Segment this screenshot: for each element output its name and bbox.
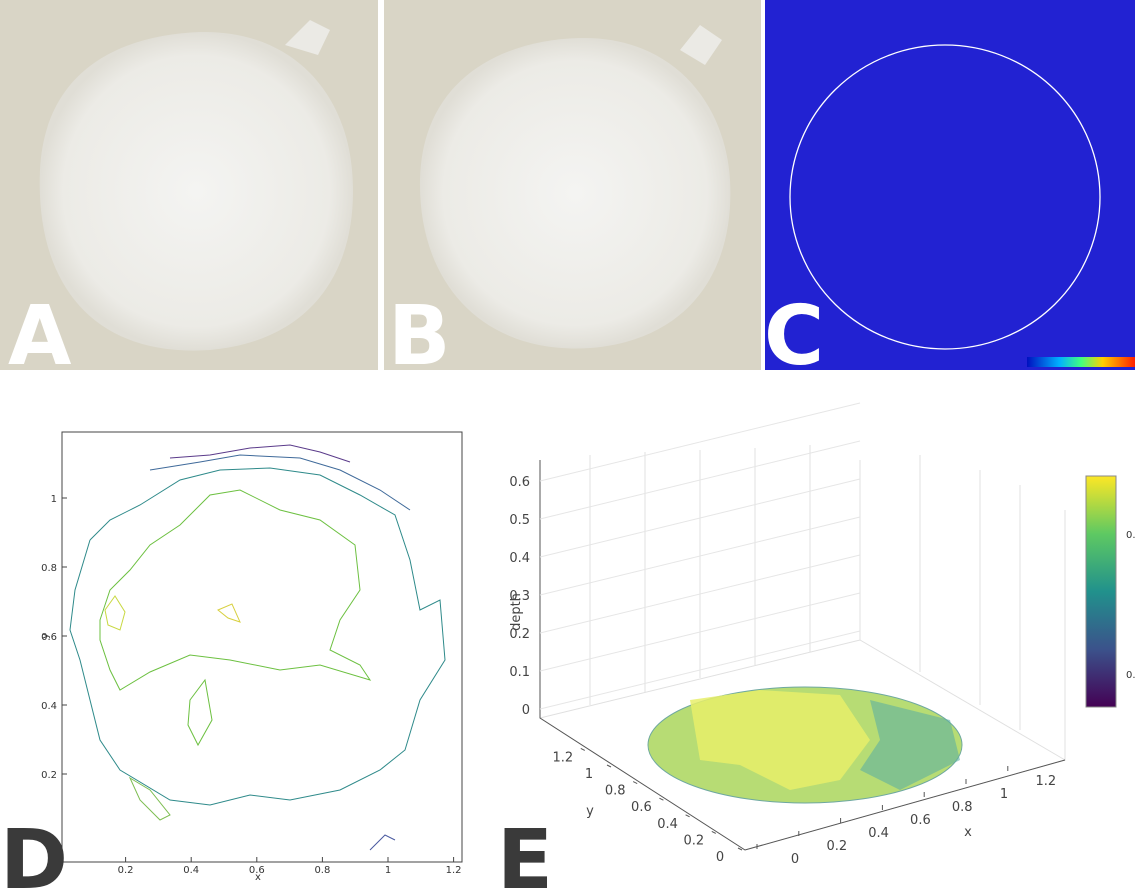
panel-letter: B: [388, 289, 451, 384]
plot-area: [62, 432, 462, 862]
sample-disk: [40, 32, 353, 351]
z-tick-label: 0.6: [509, 475, 530, 490]
panel-a: A: [0, 0, 378, 384]
y-tick: [581, 748, 585, 750]
x-tick-label: 1: [1000, 787, 1008, 802]
y-tick-label: 0.8: [605, 784, 626, 799]
panel-letter: A: [8, 289, 72, 384]
colorbar-label: 0.: [1126, 530, 1135, 541]
x-tick-label: 0.2: [118, 865, 134, 876]
x-tick-label: 0.2: [826, 839, 847, 854]
y-tick-label: 0.4: [657, 817, 678, 832]
y-tick-label: 1.2: [552, 750, 573, 765]
z-tick-label: 0.2: [509, 627, 530, 642]
y-tick-label: 1: [51, 494, 57, 505]
x-tick-label: 1.2: [446, 865, 462, 876]
panel-letter: E: [497, 813, 553, 893]
panel-e: 0. 0. depth y x E 00.10.20.30.40.50.600.…: [497, 403, 1135, 893]
z-tick-label: 0: [522, 703, 530, 718]
y-axis-label: y: [586, 804, 594, 819]
colorbar-label: 0.: [1126, 670, 1135, 681]
y-tick-label: 0: [716, 850, 724, 865]
z-tick-label: 0.1: [509, 665, 530, 680]
y-tick-label: 0.2: [41, 770, 57, 781]
x-tick-label: 0.8: [314, 865, 330, 876]
y-tick: [712, 831, 716, 833]
y-tick: [607, 765, 611, 767]
y-tick-label: 0.4: [41, 701, 57, 712]
figure: A B C x y D 0.2 0.4 0.6 0.8 1 1.2 0.2 0.4 0.6 0.8: [0, 0, 1135, 893]
sample-disk: [420, 38, 730, 348]
color-bar: [1027, 357, 1135, 367]
y-tick-label: 0.6: [41, 632, 57, 643]
panel-b: B: [384, 0, 761, 384]
x-tick-label: 0.4: [868, 826, 889, 841]
y-tick: [738, 848, 742, 850]
y-tick: [659, 798, 663, 800]
x-tick-label: 0: [791, 852, 799, 867]
panel-c: C: [764, 0, 1135, 384]
y-tick-label: 0.6: [631, 800, 652, 815]
color-bar: [1086, 476, 1116, 707]
x-tick-label: 1.2: [1035, 774, 1056, 789]
y-tick: [686, 815, 690, 817]
x-tick-label: 0.4: [183, 865, 199, 876]
y-tick: [633, 782, 637, 784]
panel-letter: D: [0, 813, 68, 893]
panel-letter: C: [764, 289, 824, 384]
z-tick-label: 0.3: [509, 589, 530, 604]
x-tick-label: 0.6: [910, 813, 931, 828]
z-tick-label: 0.4: [509, 551, 530, 566]
y-tick-label: 0.8: [41, 563, 57, 574]
x-tick-label: 0.8: [952, 800, 973, 815]
y-tick-label: 0.2: [683, 833, 704, 848]
y-tick-label: 1: [585, 767, 593, 782]
x-tick-label: 0.6: [249, 865, 265, 876]
x-tick-label: 1: [385, 865, 391, 876]
x-axis-label: x: [964, 825, 972, 840]
z-tick-label: 0.5: [509, 513, 530, 528]
